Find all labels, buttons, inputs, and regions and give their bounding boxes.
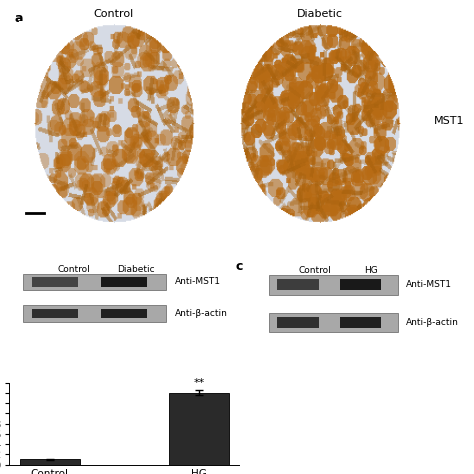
Text: Control: Control <box>57 264 90 273</box>
Text: Control: Control <box>299 266 331 275</box>
Bar <box>169 393 229 465</box>
Bar <box>32 309 78 319</box>
Text: MST1: MST1 <box>434 116 464 126</box>
Bar <box>23 305 166 322</box>
Bar <box>340 317 382 328</box>
Bar <box>277 317 319 328</box>
Bar <box>23 273 166 290</box>
Bar <box>101 309 147 319</box>
Title: Diabetic: Diabetic <box>297 9 343 19</box>
Title: Control: Control <box>94 9 134 19</box>
Text: Anti-β-actin: Anti-β-actin <box>175 309 228 318</box>
Text: Anti-MST1: Anti-MST1 <box>175 277 221 286</box>
Text: a: a <box>14 12 23 25</box>
Bar <box>101 277 147 287</box>
Text: Diabetic: Diabetic <box>117 264 155 273</box>
Text: Anti-β-actin: Anti-β-actin <box>406 318 459 327</box>
Text: HG: HG <box>364 266 378 275</box>
Bar <box>277 279 319 290</box>
Text: Anti-MST1: Anti-MST1 <box>406 280 452 289</box>
Bar <box>269 275 398 295</box>
Bar <box>340 279 382 290</box>
Text: c: c <box>236 260 243 273</box>
Bar <box>32 277 78 287</box>
Bar <box>20 459 80 465</box>
Bar <box>269 313 398 332</box>
Text: **: ** <box>193 378 205 388</box>
